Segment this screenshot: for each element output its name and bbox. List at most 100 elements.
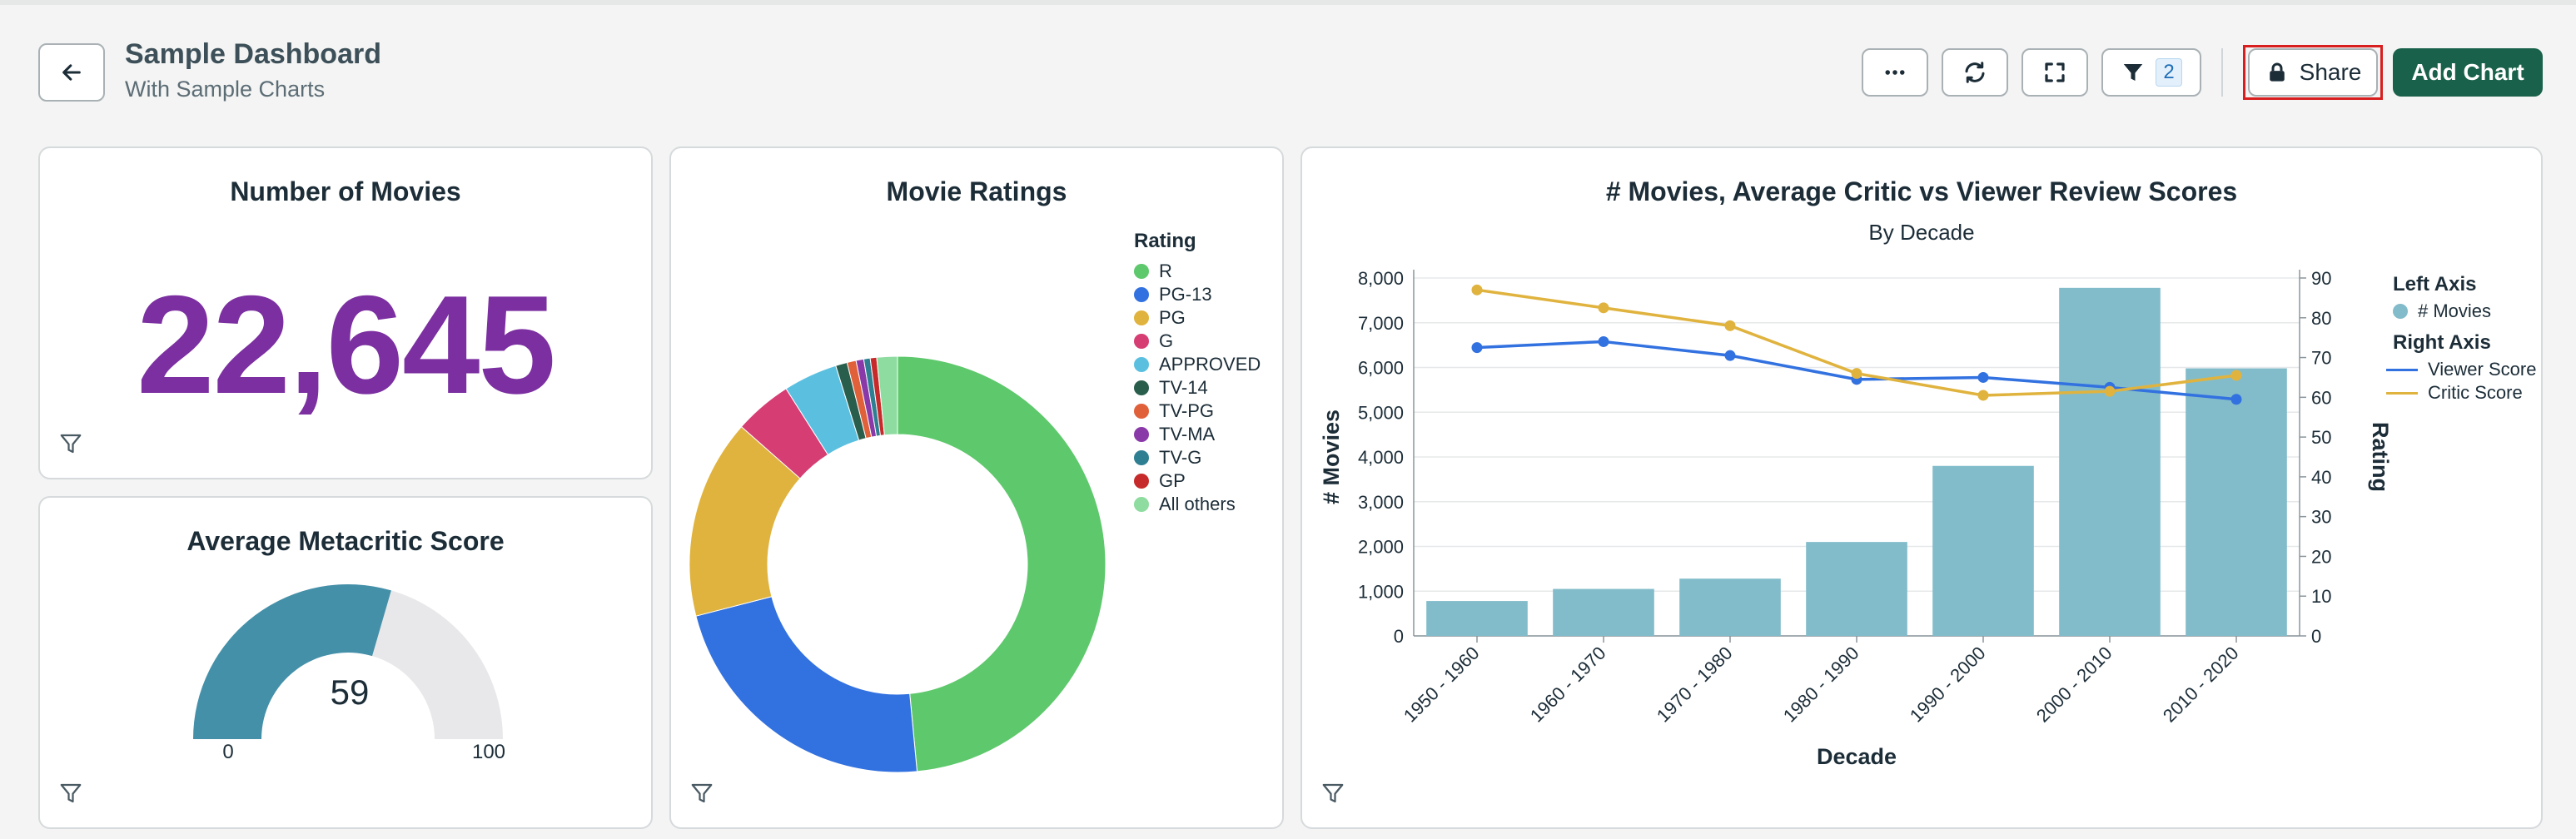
donut-slice-r[interactable]	[897, 355, 1106, 772]
legend-left-title: Left Axis	[2393, 273, 2477, 295]
legend-item[interactable]: TV-MA	[1134, 423, 1261, 446]
bar-6[interactable]	[2059, 287, 2161, 636]
legend-item[interactable]: R	[1134, 260, 1261, 283]
bar-1[interactable]	[1426, 601, 1528, 636]
filter-icon	[1322, 783, 1344, 803]
legend-item[interactable]: APPROVED	[1134, 353, 1261, 376]
y-left-axis-label: # Movies	[1319, 410, 1344, 504]
bar-3[interactable]	[1679, 578, 1781, 636]
legend-swatch	[1134, 357, 1149, 372]
x-tick-label: 1960 - 1970	[1526, 643, 1610, 727]
legend-swatch	[1134, 474, 1149, 489]
y-left-tick-label: 4,000	[1358, 447, 1404, 468]
ratings-card: Movie Ratings Rating R PG-13 PG G APPROVED TV…	[669, 146, 1284, 829]
y-left-tick-label: 0	[1394, 626, 1404, 647]
donut-slice-all-others[interactable]	[876, 355, 898, 436]
y-right-tick-label: 70	[2311, 348, 2331, 369]
legend-label: TV-G	[1159, 447, 1202, 468]
bar-7[interactable]	[2186, 368, 2287, 636]
gauge-min-label: 0	[222, 741, 234, 763]
filter-button[interactable]: 2	[2101, 48, 2201, 97]
arrow-left-icon	[62, 64, 81, 81]
y-right-tick-label: 50	[2311, 427, 2331, 448]
top-border	[0, 0, 2576, 5]
point-critic-score[interactable]	[2230, 370, 2242, 381]
x-tick-label: 2010 - 2020	[2159, 643, 2243, 727]
gauge-fill	[193, 584, 391, 739]
x-tick-label: 1990 - 2000	[1906, 643, 1990, 727]
legend-item[interactable]: TV-G	[1134, 446, 1261, 469]
legend-item[interactable]: TV-PG	[1134, 400, 1261, 423]
legend-label: GP	[1159, 470, 1186, 491]
bar-2[interactable]	[1553, 588, 1654, 636]
y-left-tick-label: 7,000	[1358, 313, 1404, 334]
legend-swatch	[2386, 368, 2418, 371]
y-right-tick-label: 0	[2311, 626, 2321, 647]
bar-4[interactable]	[1806, 542, 1907, 636]
card-filter-button[interactable]	[689, 781, 714, 806]
point-viewer-score[interactable]	[2230, 394, 2242, 405]
legend-label: PG	[1159, 307, 1186, 328]
x-tick-label: 2000 - 2010	[2032, 643, 2116, 727]
legend-item[interactable]: All others	[1134, 493, 1261, 516]
legend-label: TV-MA	[1159, 424, 1216, 444]
refresh-button[interactable]	[1942, 48, 2008, 97]
card-filter-button[interactable]	[58, 781, 83, 806]
card-title: # Movies, Average Critic vs Viewer Revie…	[1605, 176, 2238, 206]
card-subtitle: By Decade	[1868, 220, 1975, 245]
legend-item-critic: Critic Score	[2386, 381, 2536, 405]
bar-5[interactable]	[1932, 465, 2034, 636]
more-options-button[interactable]	[1862, 48, 1928, 97]
legend-swatch	[1134, 404, 1149, 419]
point-critic-score[interactable]	[1724, 320, 1736, 331]
y-right-tick-label: 20	[2311, 546, 2331, 567]
legend-title: Rating	[1134, 230, 1196, 252]
legend-label: G	[1159, 330, 1174, 351]
y-right-tick-label: 90	[2311, 268, 2331, 289]
point-critic-score[interactable]	[2104, 385, 2116, 397]
y-left-tick-label: 1,000	[1358, 581, 1404, 602]
legend-item[interactable]: G	[1134, 330, 1261, 353]
y-right-tick-label: 10	[2311, 586, 2331, 607]
filter-icon	[691, 783, 713, 803]
ratings-legend: Rating R PG-13 PG G APPROVED TV-14 TV-PG TV-MA T…	[1134, 230, 1261, 516]
point-critic-score[interactable]	[1977, 390, 1989, 401]
legend-swatch	[2393, 304, 2408, 319]
legend-label: APPROVED	[1159, 354, 1261, 375]
more-horizontal-icon	[1885, 70, 1905, 75]
legend-item[interactable]: GP	[1134, 469, 1261, 493]
point-viewer-score[interactable]	[1724, 350, 1736, 361]
point-critic-score[interactable]	[1598, 302, 1609, 314]
donut-slice-pg-13[interactable]	[695, 596, 918, 773]
y-right-tick-label: 30	[2311, 507, 2331, 528]
legend-label: Viewer Score	[2428, 359, 2537, 380]
y-right-axis-label: Rating	[2368, 422, 2393, 492]
x-tick-label: 1980 - 1990	[1779, 643, 1863, 727]
legend-item-movies: # Movies	[2393, 300, 2536, 323]
point-critic-score[interactable]	[1851, 368, 1862, 380]
legend-item[interactable]: TV-14	[1134, 376, 1261, 400]
card-filter-button[interactable]	[1320, 781, 1345, 806]
legend-item[interactable]: PG	[1134, 306, 1261, 330]
legend-right-title: Right Axis	[2393, 331, 2491, 354]
legend-swatch	[1134, 264, 1149, 279]
filter-icon	[60, 783, 82, 803]
legend-item[interactable]: PG-13	[1134, 283, 1261, 306]
page-title: Sample Dashboard	[125, 38, 381, 70]
card-filter-button[interactable]	[58, 431, 83, 456]
legend-swatch	[1134, 450, 1149, 465]
legend-swatch	[1134, 310, 1149, 325]
x-axis-label: Decade	[1817, 744, 1897, 769]
legend-swatch	[1134, 380, 1149, 395]
point-viewer-score[interactable]	[1471, 342, 1483, 354]
back-button[interactable]	[38, 43, 105, 102]
point-critic-score[interactable]	[1471, 284, 1483, 295]
share-button[interactable]: Share	[2248, 48, 2378, 97]
point-viewer-score[interactable]	[1977, 371, 1989, 383]
fullscreen-button[interactable]	[2022, 48, 2088, 97]
share-label: Share	[2299, 59, 2362, 85]
add-chart-button[interactable]: Add Chart	[2393, 48, 2543, 97]
legend-label: PG-13	[1159, 284, 1212, 305]
filter-count-badge: 2	[2156, 58, 2182, 87]
point-viewer-score[interactable]	[1598, 335, 1609, 347]
